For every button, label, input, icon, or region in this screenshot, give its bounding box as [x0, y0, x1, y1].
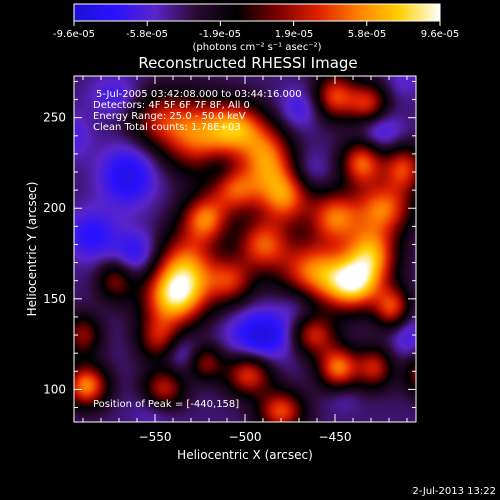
colorbar-tick-label: -9.6e-05	[53, 29, 95, 40]
annotation-energy-range: Energy Range: 25.0 - 50.0 keV	[93, 111, 246, 122]
colorbar-tick-label: -1.9e-05	[199, 29, 241, 40]
annotation-peak-position: Position of Peak = [-440,158]	[93, 399, 239, 410]
y-tick-label: 100	[43, 382, 66, 396]
y-axis-label: Heliocentric Y (arcsec)	[25, 182, 39, 317]
colorbar	[73, 3, 441, 22]
y-tick-label: 200	[43, 201, 66, 215]
colorbar-ticks	[73, 21, 441, 26]
heatmap-container	[74, 76, 416, 422]
colorbar-tick-label: 9.6e-05	[421, 29, 459, 40]
y-axis-ticks	[74, 80, 416, 409]
heatmap-image	[74, 76, 416, 422]
colorbar-unit-label: (photons cm⁻² s⁻¹ asec⁻²)	[192, 42, 321, 53]
annotation-detectors: Detectors: 4F 5F 6F 7F 8F, All 0	[93, 100, 250, 111]
colorbar-tick-label: -5.8e-05	[126, 29, 168, 40]
y-tick-label: 250	[43, 111, 66, 125]
annotation-clean-counts: Clean Total counts: 1.78E+03	[93, 122, 241, 133]
x-axis-label: Heliocentric X (arcsec)	[177, 448, 313, 462]
x-axis-ticks	[82, 76, 408, 422]
footer-date: 2-Jul-2013 13:22	[412, 486, 496, 497]
x-tick-label: −500	[229, 430, 262, 444]
x-tick-label: −550	[139, 430, 172, 444]
annotation-time-range: 5-Jul-2005 03:42:08.000 to 03:44:16.000	[96, 89, 302, 100]
x-tick-label: −450	[319, 430, 352, 444]
colorbar-tick-label: 5.8e-05	[348, 29, 386, 40]
colorbar-tick-label: 1.9e-05	[275, 29, 313, 40]
y-tick-label: 150	[43, 292, 66, 306]
chart-title: Reconstructed RHESSI Image	[138, 54, 357, 72]
